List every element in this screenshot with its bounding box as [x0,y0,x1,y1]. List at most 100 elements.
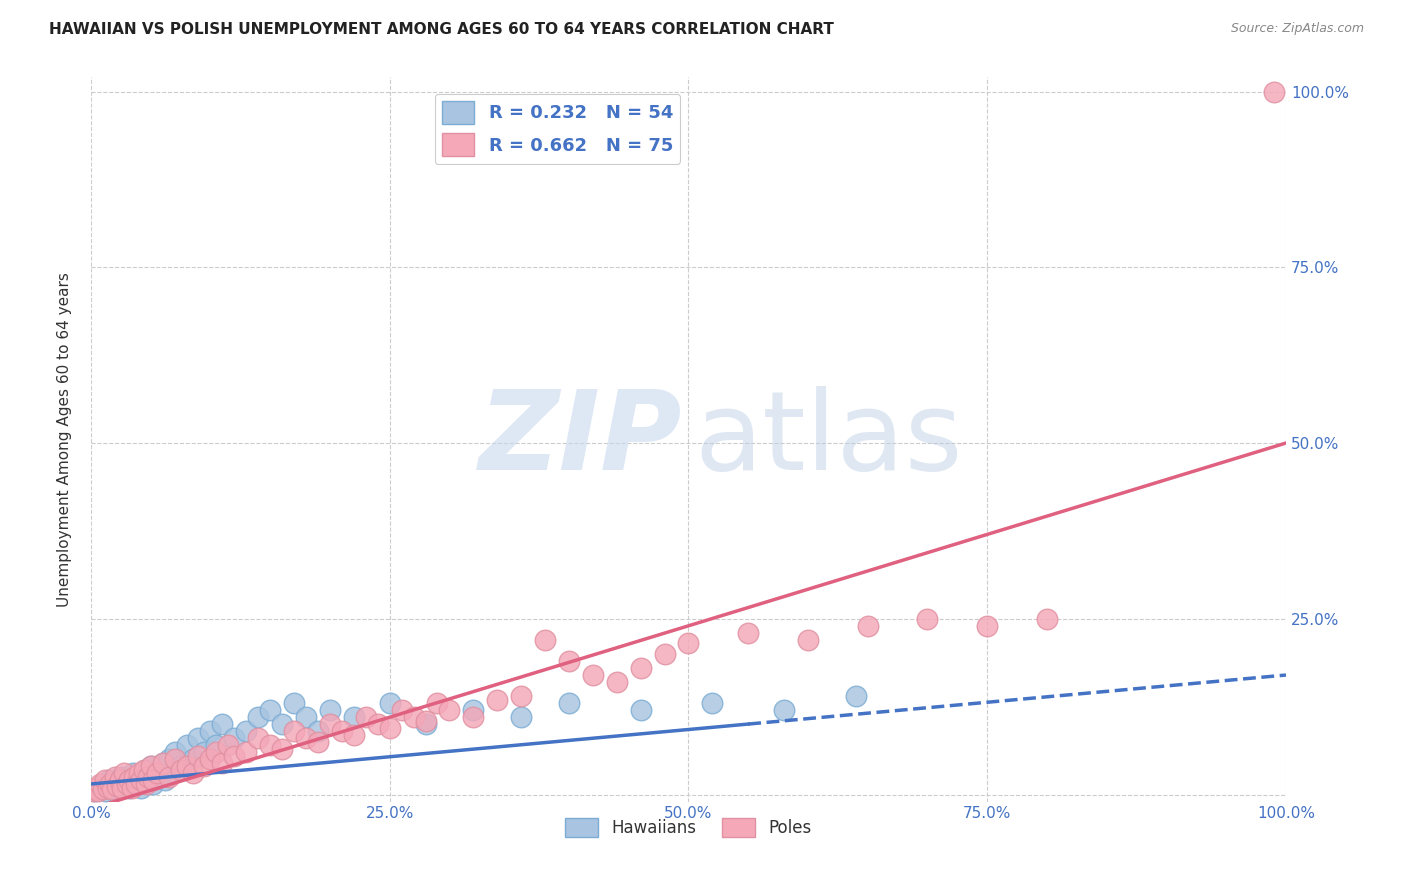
Point [510,689,533,703]
Point [193,745,215,759]
Point [702,696,724,710]
Point [181,766,204,780]
Y-axis label: Unemployment Among Ages 60 to 64 years: Unemployment Among Ages 60 to 64 years [58,272,72,607]
Point [678,636,700,650]
Point [193,759,215,773]
Point [558,696,581,710]
Point [630,703,652,717]
Point [307,724,329,739]
Point [94,773,117,788]
Point [205,745,228,759]
Point [91,777,114,791]
Point [163,752,186,766]
Point [217,739,239,753]
Point [152,756,174,770]
Point [1263,85,1285,99]
Point [235,745,257,759]
Point [135,777,157,791]
Point [129,773,152,788]
Point [582,668,605,682]
Point [104,777,127,791]
Point [181,752,204,766]
Point [111,780,134,795]
Point [205,739,228,753]
Point [319,703,342,717]
Point [354,710,377,724]
Point [606,675,628,690]
Point [917,612,939,626]
Point [112,779,135,793]
Point [200,752,222,766]
Point [101,780,124,795]
Point [797,632,820,647]
Point [134,763,156,777]
Point [271,717,294,731]
Point [169,759,191,773]
Point [247,731,270,746]
Point [122,770,145,784]
Point [121,766,143,780]
Point [378,721,401,735]
Point [115,777,138,791]
Point [110,770,132,784]
Point [463,710,485,724]
Point [187,731,209,746]
Point [330,724,353,739]
Point [157,752,180,766]
Point [295,731,318,746]
Point [271,742,294,756]
Point [235,724,257,739]
Point [153,773,176,788]
Point [108,773,131,788]
Point [176,739,198,753]
Point [773,703,796,717]
Point [367,717,389,731]
Point [486,692,509,706]
Point [439,703,461,717]
Point [856,619,879,633]
Point [845,689,868,703]
Point [149,770,172,784]
Point [211,717,233,731]
Point [139,759,162,773]
Point [87,784,110,798]
Point [128,770,150,784]
Point [83,784,105,798]
Point [139,759,162,773]
Point [84,780,107,795]
Point [247,710,270,724]
Point [91,781,114,796]
Point [86,780,108,795]
Point [391,703,413,717]
Point [98,777,121,791]
Point [132,763,155,777]
Point [105,779,128,793]
Point [176,759,198,773]
Point [128,766,150,780]
Point [737,625,759,640]
Text: atlas: atlas [695,386,963,493]
Point [94,784,117,798]
Point [259,703,281,717]
Point [136,770,159,784]
Point [112,766,135,780]
Point [129,780,152,795]
Point [121,780,143,795]
Point [976,619,998,633]
Point [1036,612,1059,626]
Point [152,756,174,770]
Text: ZIP: ZIP [479,386,682,493]
Text: HAWAIIAN VS POLISH UNEMPLOYMENT AMONG AGES 60 TO 64 YEARS CORRELATION CHART: HAWAIIAN VS POLISH UNEMPLOYMENT AMONG AG… [49,22,834,37]
Point [654,647,676,661]
Point [259,739,281,753]
Point [157,770,180,784]
Point [118,780,141,795]
Point [307,735,329,749]
Point [378,696,401,710]
Point [224,748,246,763]
Text: Source: ZipAtlas.com: Source: ZipAtlas.com [1230,22,1364,36]
Point [415,717,437,731]
Point [169,763,191,777]
Point [97,773,120,788]
Legend: Hawaiians, Poles: Hawaiians, Poles [558,812,818,844]
